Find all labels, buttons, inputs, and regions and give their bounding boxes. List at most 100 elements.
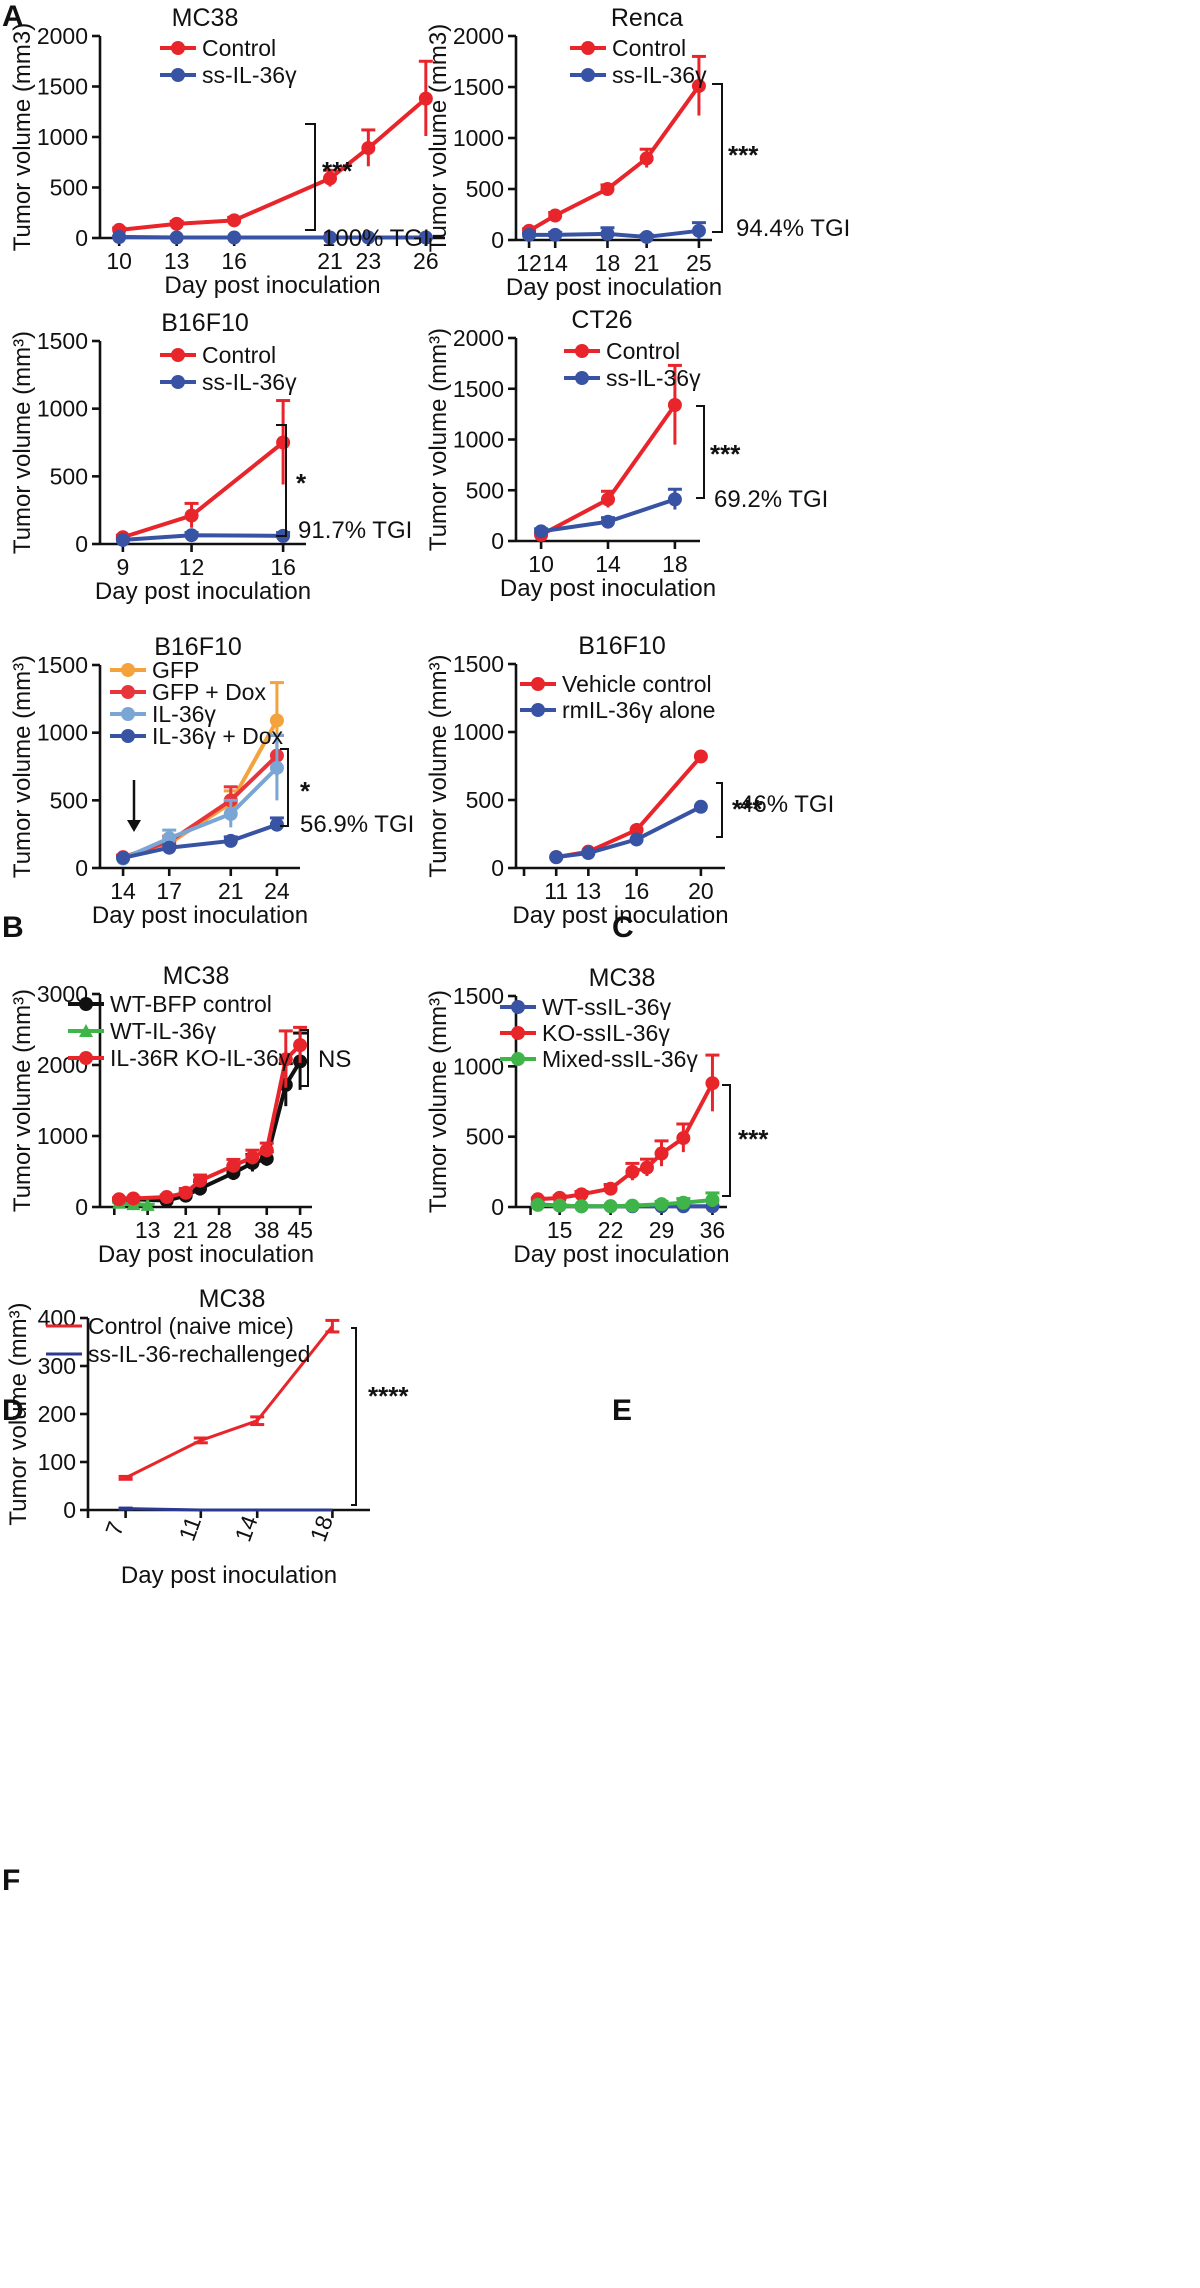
data-point — [600, 182, 615, 196]
chart-title: MC38 — [589, 964, 656, 992]
panel-letter-a: A — [2, 0, 24, 33]
legend-label: GFP — [152, 657, 199, 683]
significance-label: *** — [710, 439, 741, 469]
data-point — [418, 230, 433, 245]
panel-letter-e: E — [612, 1394, 632, 1427]
significance-label: *** — [728, 140, 759, 170]
legend-label: ss-IL-36γ — [606, 365, 701, 391]
series-line — [122, 533, 284, 542]
legend-swatch-marker — [121, 707, 135, 721]
legend-swatch-marker — [581, 41, 595, 55]
tgi-annotation: 56.9% TGI — [300, 811, 414, 838]
legend-swatch-marker — [121, 729, 135, 743]
y-tick-label: 500 — [466, 1124, 504, 1150]
panel-letter-b: B — [2, 911, 24, 944]
data-point — [227, 213, 242, 228]
legend-label: ss-IL-36-rechallenged — [88, 1341, 310, 1367]
x-tick-label: 12 — [516, 250, 542, 276]
series-line — [122, 440, 285, 540]
chart-title: CT26 — [571, 306, 632, 334]
chart-title: B16F10 — [154, 633, 242, 661]
data-point — [269, 760, 284, 775]
x-tick-label: 18 — [662, 551, 688, 577]
significance-bracket — [300, 1029, 309, 1087]
x-tick-label: 20 — [688, 878, 714, 904]
y-tick-label: 1500 — [37, 74, 88, 100]
legend-label: Mixed-ssIL-36γ — [542, 1046, 698, 1072]
y-tick-label: 1000 — [453, 1053, 504, 1079]
legend-label: WT-BFP control — [110, 991, 272, 1017]
significance-bracket — [280, 748, 289, 827]
series-2 — [522, 221, 706, 244]
axes — [508, 662, 725, 876]
significance-label: *** — [322, 156, 353, 186]
x-axis-label: Day post inoculation — [164, 272, 380, 299]
legend-label: Control (naive mice) — [88, 1313, 294, 1339]
x-tick-label: 22 — [598, 1217, 624, 1243]
x-tick-label: 17 — [156, 878, 182, 904]
legend-swatch-marker — [531, 677, 545, 691]
y-tick-label: 1500 — [453, 983, 504, 1009]
x-tick-label: 36 — [700, 1217, 726, 1243]
x-tick-label: 21 — [173, 1217, 199, 1243]
legend-swatch-marker — [581, 68, 595, 82]
x-tick-label: 16 — [221, 248, 247, 274]
series-1 — [112, 59, 433, 237]
y-tick-label: 0 — [75, 855, 88, 881]
series-2 — [530, 1053, 720, 1207]
data-point — [667, 397, 682, 412]
data-point — [159, 1190, 174, 1205]
data-point — [162, 840, 177, 855]
y-tick-label: 1500 — [37, 328, 88, 354]
significance-label: **** — [368, 1381, 409, 1411]
x-tick-label: 23 — [356, 248, 382, 274]
panel-letter-f: F — [2, 1864, 20, 1897]
data-point — [667, 492, 682, 507]
x-tick-label: 7 — [100, 1518, 129, 1539]
data-point — [323, 171, 337, 186]
x-tick-label: 12 — [179, 554, 205, 580]
y-tick-label: 1000 — [37, 720, 88, 746]
y-tick-label: 1000 — [453, 719, 504, 745]
series-line — [122, 766, 279, 861]
series-3 — [530, 1191, 720, 1214]
legend-swatch-marker — [79, 997, 93, 1011]
y-axis-label: Tumor volume (mm³) — [9, 655, 36, 878]
data-point — [549, 850, 564, 865]
tgi-annotation: 94.4% TGI — [736, 215, 850, 242]
data-point — [639, 1160, 654, 1175]
y-tick-label: 0 — [491, 227, 504, 253]
x-tick-label: 14 — [542, 250, 568, 276]
x-tick-label: 25 — [686, 250, 712, 276]
chart-title: MC38 — [163, 962, 230, 990]
series-line — [118, 1060, 302, 1203]
y-tick-label: 0 — [491, 1194, 504, 1220]
legend-swatch-marker — [121, 685, 135, 699]
x-tick-label: 9 — [116, 554, 129, 580]
data-point — [600, 226, 615, 241]
data-point — [548, 227, 563, 242]
x-tick-label: 14 — [110, 878, 136, 904]
x-tick-label: 14 — [595, 551, 621, 577]
legend-label: Control — [606, 338, 680, 364]
y-tick-label: 2000 — [453, 325, 504, 351]
series-line — [125, 1507, 333, 1512]
y-tick-label: 0 — [75, 225, 88, 251]
legend-swatch-marker — [171, 348, 185, 362]
data-point — [654, 1146, 669, 1161]
x-tick-label: 15 — [547, 1217, 573, 1243]
y-tick-label: 1000 — [37, 396, 88, 422]
y-tick-label: 500 — [466, 787, 504, 813]
y-axis-label: Tumor volume (mm3) — [9, 23, 36, 251]
data-point — [530, 1197, 545, 1212]
data-point — [603, 1181, 618, 1196]
data-point — [522, 227, 537, 242]
data-point — [169, 216, 184, 231]
